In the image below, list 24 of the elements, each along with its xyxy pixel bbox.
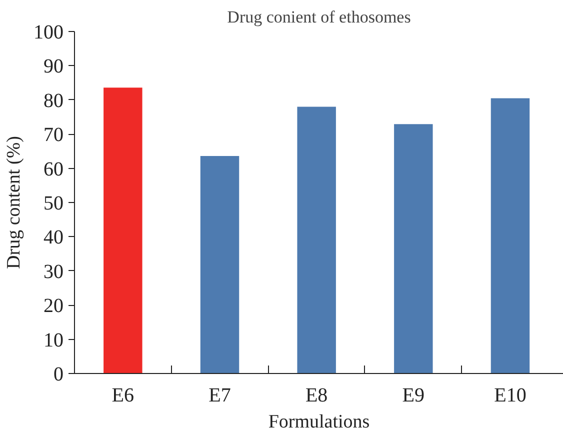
y-tick-label: 40 <box>44 226 64 249</box>
x-axis-title: Formulations <box>268 412 370 432</box>
x-tick-label: E7 <box>208 384 231 406</box>
y-axis-title: Drug content (%) <box>4 136 24 269</box>
bar <box>394 124 433 374</box>
y-tick-label: 10 <box>44 329 64 352</box>
y-tick-label: 60 <box>44 158 64 180</box>
y-tick-label: 0 <box>54 364 64 386</box>
bar <box>104 88 142 374</box>
y-tick-label: 30 <box>44 260 64 283</box>
chart-title: Drug conient of ethosomes <box>227 8 411 26</box>
y-tick-label: 90 <box>44 56 64 78</box>
y-tick-label: 50 <box>44 192 64 214</box>
x-tick-label: E10 <box>494 384 526 406</box>
bar <box>490 98 530 374</box>
bar <box>297 106 336 374</box>
x-tick-label: E9 <box>402 384 425 406</box>
y-tick-label: 80 <box>44 90 64 112</box>
y-tick-label: 20 <box>44 295 64 318</box>
y-tick-label: 70 <box>44 124 64 146</box>
x-tick-label: E8 <box>305 384 328 406</box>
bar <box>200 156 240 374</box>
x-tick-label: E6 <box>112 384 134 406</box>
y-tick-label: 100 <box>34 22 64 44</box>
